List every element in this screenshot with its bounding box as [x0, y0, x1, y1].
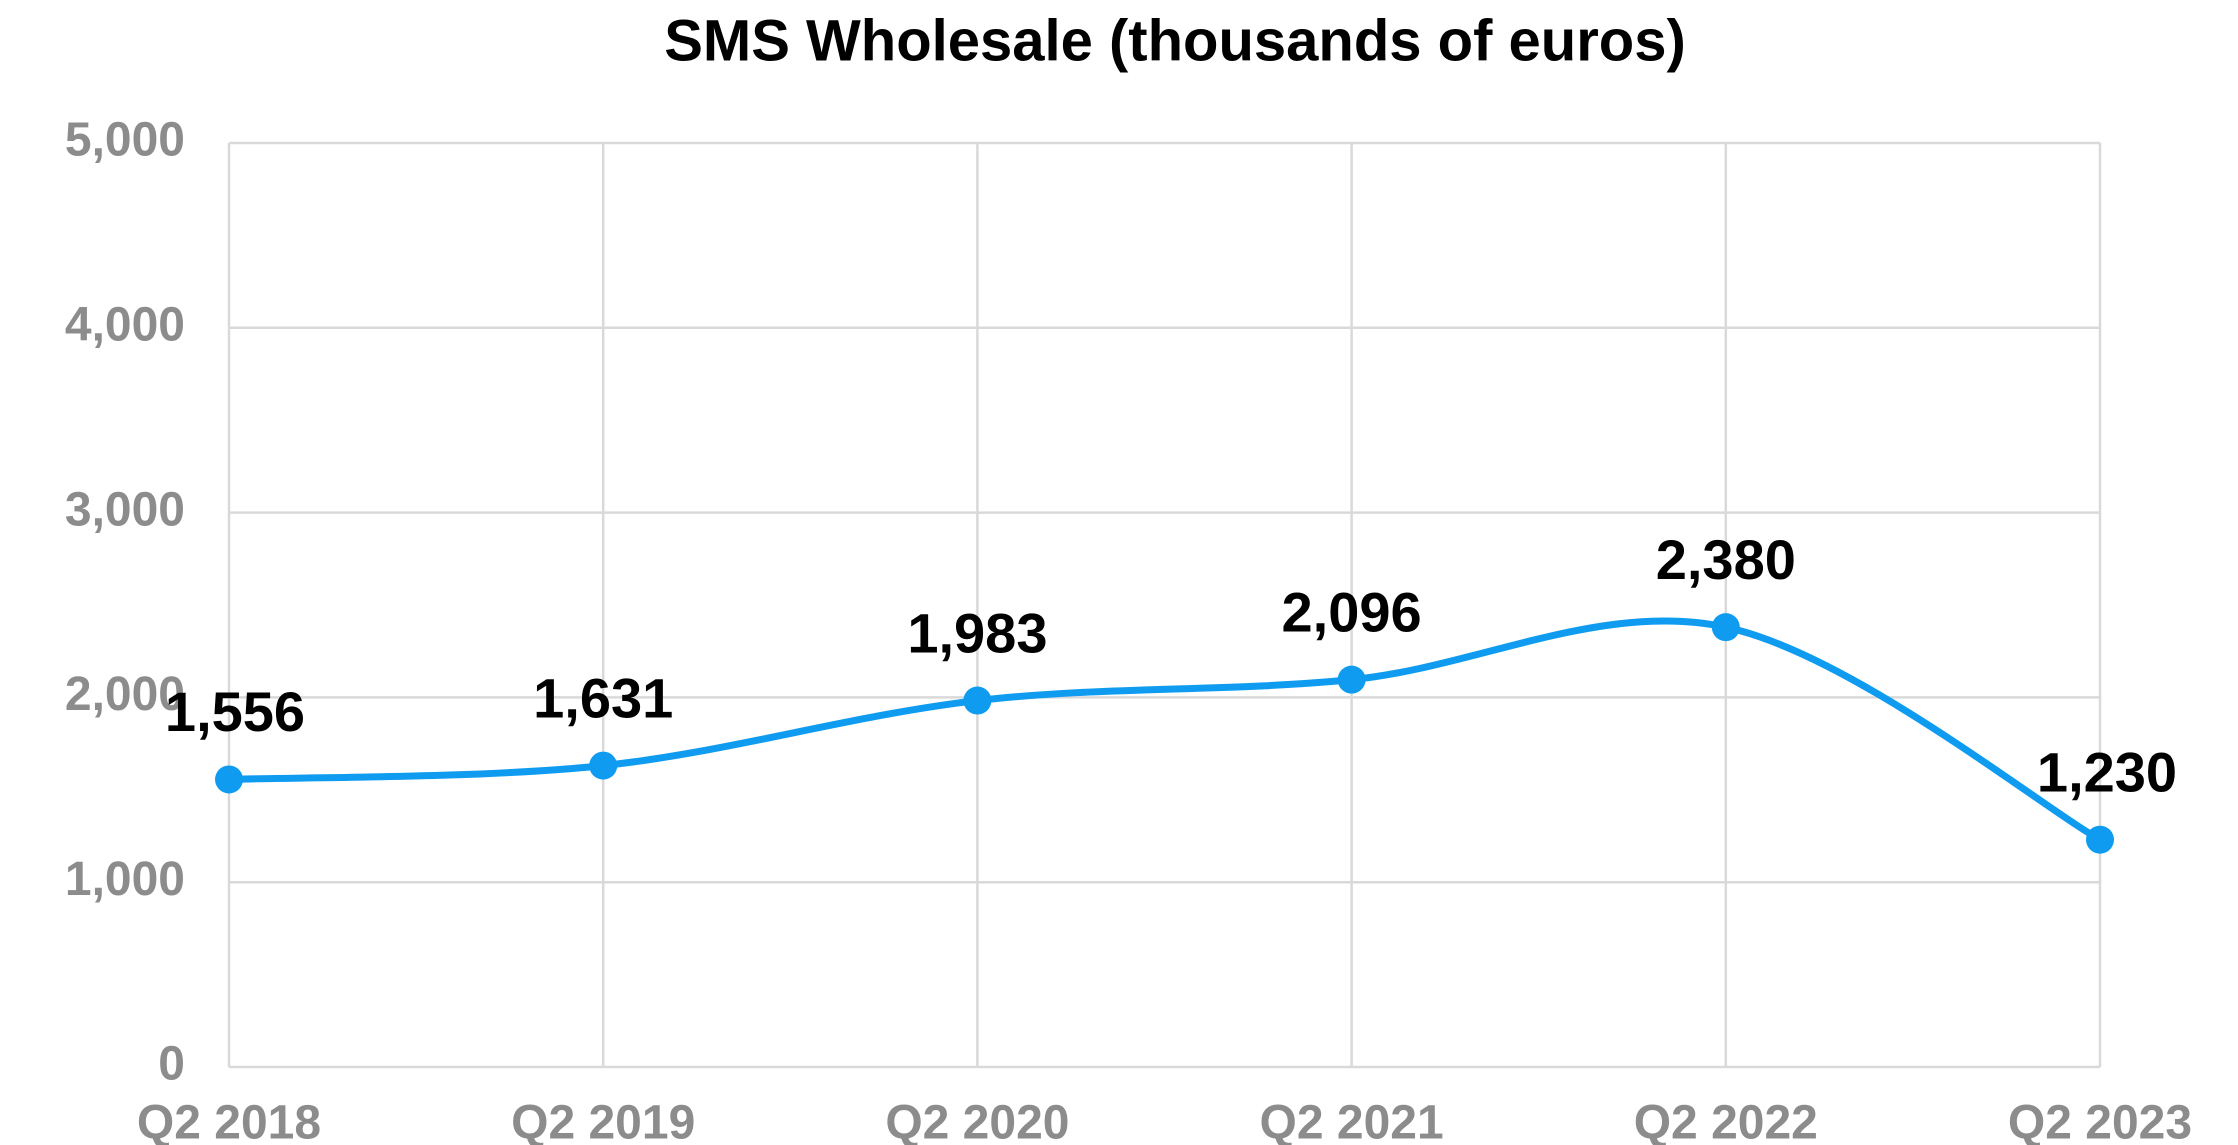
data-point	[1337, 665, 1366, 694]
chart-title: SMS Wholesale (thousands of euros)	[664, 8, 1686, 73]
data-label: 1,983	[907, 601, 1047, 664]
x-tick-label: Q2 2020	[885, 1097, 1069, 1145]
y-tick-label: 0	[158, 1038, 185, 1091]
y-tick-label: 4,000	[65, 298, 185, 351]
x-tick-label: Q2 2019	[511, 1097, 695, 1145]
data-label: 1,556	[165, 680, 305, 743]
y-tick-label: 1,000	[65, 853, 185, 906]
x-tick-label: Q2 2022	[1634, 1097, 1818, 1145]
y-tick-label: 3,000	[65, 483, 185, 536]
x-tick-label: Q2 2023	[2008, 1097, 2192, 1145]
series-line	[228, 617, 2102, 843]
data-point	[2086, 825, 2114, 854]
data-point	[963, 686, 992, 715]
y-tick-label: 5,000	[65, 114, 185, 167]
x-tick-label: Q2 2018	[137, 1097, 321, 1145]
x-tick-label: Q2 2021	[1260, 1097, 1444, 1145]
data-label: 2,096	[1282, 580, 1422, 643]
y-tick-label: 2,000	[65, 668, 185, 721]
data-point	[215, 765, 243, 794]
data-label: 1,230	[2037, 740, 2177, 803]
data-label: 2,380	[1656, 528, 1796, 591]
data-point	[589, 751, 618, 780]
data-label: 1,631	[533, 666, 673, 729]
data-point	[1711, 613, 1740, 642]
